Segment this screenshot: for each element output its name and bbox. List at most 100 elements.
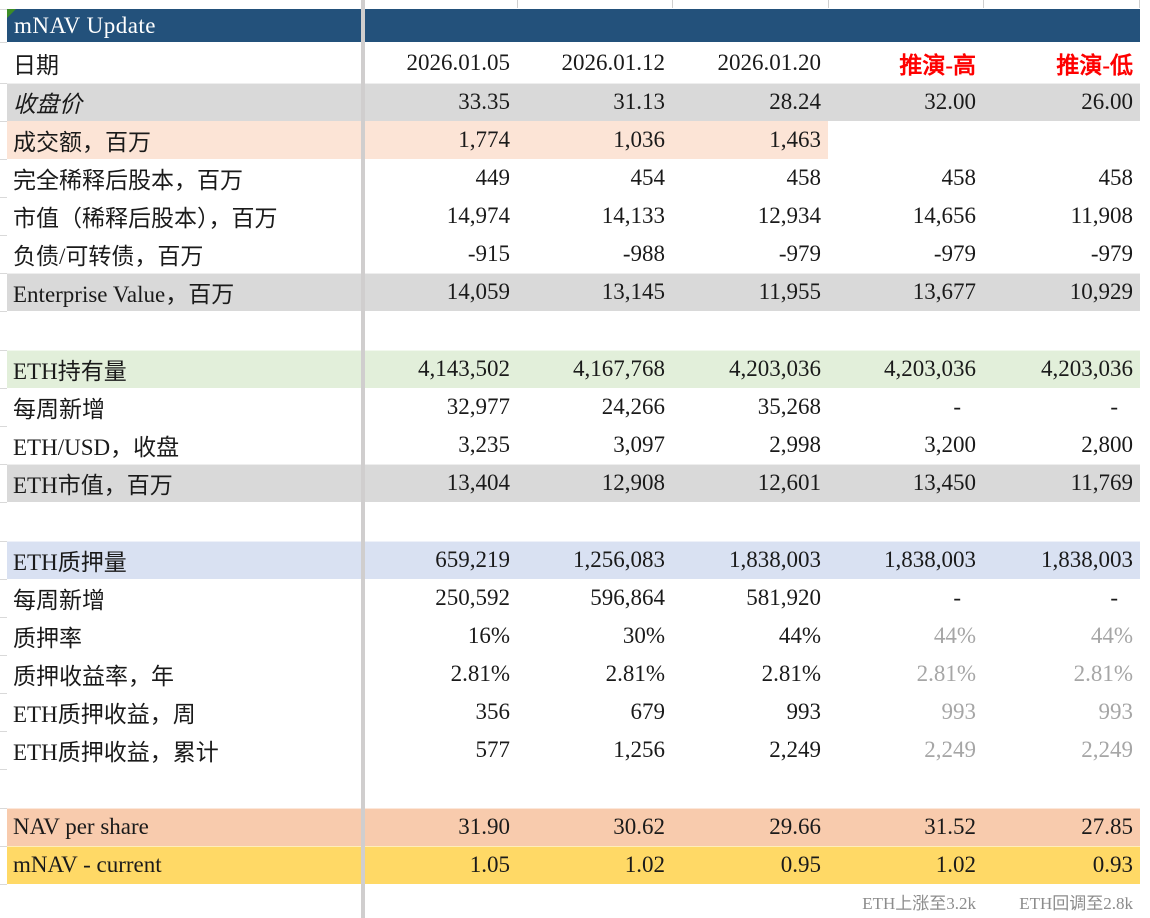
value-cell[interactable]: 2026.01.05 [406, 49, 511, 75]
value-cell[interactable]: 458 [1098, 165, 1134, 190]
value-cell[interactable]: 10,929 [1069, 279, 1133, 304]
value-cell[interactable]: - [953, 394, 961, 419]
value-cell[interactable]: 31.52 [924, 814, 976, 839]
row-label-cell[interactable]: ETH质押收益，累计 [13, 740, 219, 765]
value-cell[interactable]: 1,774 [363, 121, 517, 159]
value-cell[interactable]: 458 [786, 165, 822, 190]
row-label-cell[interactable]: ETH质押收益，周 [13, 702, 196, 727]
value-cell[interactable]: 44% [778, 623, 821, 648]
value-cell[interactable]: 30% [622, 623, 665, 648]
value-cell[interactable]: 31.90 [458, 814, 510, 839]
value-cell[interactable]: -979 [778, 241, 821, 266]
row-label-cell[interactable]: ETH质押量 [13, 550, 127, 575]
value-cell[interactable]: 1,838,003 [884, 547, 976, 572]
value-cell[interactable]: 2,249 [924, 737, 976, 762]
value-cell[interactable]: 250,592 [435, 585, 510, 610]
value-cell[interactable]: 27.85 [1081, 814, 1133, 839]
row-label-cell[interactable]: 收盘价 [13, 92, 82, 117]
value-cell[interactable]: 33.35 [458, 89, 510, 114]
value-cell[interactable] [672, 884, 828, 918]
row-label-cell[interactable]: 每周新增 [13, 588, 105, 613]
sheet-title[interactable]: mNAV Update [14, 12, 157, 38]
value-cell[interactable]: 13,145 [601, 279, 665, 304]
value-cell[interactable]: ETH回调至2.8k [1019, 893, 1133, 913]
value-cell[interactable]: 11,908 [1070, 203, 1133, 228]
value-cell[interactable]: 581,920 [746, 585, 821, 610]
row-label-cell[interactable]: 成交额，百万 [7, 121, 363, 159]
value-cell[interactable]: 44% [933, 623, 976, 648]
value-cell[interactable]: 3,200 [924, 432, 976, 457]
value-cell[interactable]: 356 [475, 699, 511, 724]
value-cell[interactable]: 679 [630, 699, 666, 724]
value-cell[interactable]: 35,268 [757, 394, 821, 419]
value-cell[interactable]: 2.81% [916, 661, 976, 686]
value-cell[interactable]: 1.02 [935, 852, 976, 877]
value-cell[interactable]: 4,203,036 [884, 356, 976, 381]
value-cell[interactable]: 12,934 [757, 203, 821, 228]
value-cell[interactable]: 1.05 [469, 852, 510, 877]
value-cell[interactable]: 2,998 [769, 432, 821, 457]
value-cell[interactable]: 596,864 [590, 585, 665, 610]
value-cell[interactable]: 13,677 [912, 279, 976, 304]
value-cell[interactable]: 4,167,768 [573, 356, 665, 381]
value-cell[interactable]: 28.24 [769, 89, 821, 114]
row-label-cell[interactable]: ETH持有量 [13, 359, 127, 384]
value-cell[interactable]: 1.02 [624, 852, 665, 877]
value-cell[interactable]: -979 [933, 241, 976, 266]
value-cell[interactable]: 4,143,502 [418, 356, 510, 381]
value-cell[interactable]: 12,908 [601, 470, 665, 495]
value-cell[interactable] [828, 121, 983, 159]
value-cell[interactable]: 14,656 [912, 203, 976, 228]
value-cell[interactable]: - [1110, 585, 1118, 610]
value-cell[interactable]: 3,097 [613, 432, 665, 457]
value-cell[interactable]: 1,838,003 [729, 547, 821, 572]
row-label-cell[interactable]: 质押收益率，年 [13, 664, 174, 689]
value-cell[interactable]: 2.81% [1073, 661, 1133, 686]
value-cell[interactable]: 12,601 [757, 470, 821, 495]
row-label-cell[interactable]: 每周新增 [13, 397, 105, 422]
value-cell[interactable]: 0.95 [780, 852, 821, 877]
value-cell[interactable]: 4,203,036 [729, 356, 821, 381]
value-cell[interactable]: 26.00 [1081, 89, 1133, 114]
value-cell[interactable]: 2,249 [769, 737, 821, 762]
value-cell[interactable]: 13,450 [912, 470, 976, 495]
value-cell[interactable]: 2026.01.20 [717, 49, 822, 75]
value-cell[interactable]: 454 [630, 165, 666, 190]
value-cell[interactable]: - [953, 585, 961, 610]
value-cell[interactable]: 2.81% [605, 661, 665, 686]
value-cell[interactable]: 44% [1090, 623, 1133, 648]
value-cell[interactable]: 29.66 [769, 814, 821, 839]
value-cell[interactable]: 32,977 [446, 394, 510, 419]
value-cell[interactable]: 13,404 [446, 470, 510, 495]
value-cell[interactable]: 458 [941, 165, 977, 190]
value-cell[interactable]: 993 [786, 699, 822, 724]
value-cell[interactable]: 24,266 [601, 394, 665, 419]
row-label-cell[interactable] [7, 884, 363, 918]
value-cell[interactable]: 14,059 [446, 279, 510, 304]
value-cell[interactable] [517, 884, 672, 918]
value-cell[interactable]: 1,463 [672, 121, 828, 159]
row-label-cell[interactable]: 完全稀释后股本，百万 [13, 168, 243, 193]
value-cell[interactable]: 16% [467, 623, 510, 648]
value-cell[interactable]: 30.62 [613, 814, 665, 839]
value-cell[interactable]: 11,769 [1070, 470, 1133, 495]
value-cell[interactable]: 2,800 [1081, 432, 1133, 457]
value-cell[interactable]: 1,256 [613, 737, 665, 762]
value-cell[interactable]: 2,249 [1081, 737, 1133, 762]
value-cell[interactable]: 推演-高 [899, 52, 976, 78]
value-cell[interactable]: 1,036 [517, 121, 672, 159]
value-cell[interactable]: ETH上涨至3.2k [862, 893, 976, 913]
row-label-cell[interactable]: ETH/USD，收盘 [13, 435, 180, 460]
row-label-cell[interactable]: 日期 [13, 52, 59, 78]
value-cell[interactable] [983, 121, 1140, 159]
row-label-cell[interactable]: Enterprise Value，百万 [13, 282, 235, 307]
value-cell[interactable]: 2.81% [450, 661, 510, 686]
value-cell[interactable]: -988 [622, 241, 665, 266]
row-label-cell[interactable]: 质押率 [13, 626, 82, 651]
row-label-cell[interactable]: 负债/可转债，百万 [13, 244, 204, 269]
value-cell[interactable]: - [1110, 394, 1118, 419]
value-cell[interactable]: 14,133 [601, 203, 665, 228]
value-cell[interactable]: 2026.01.12 [561, 49, 666, 75]
value-cell[interactable]: 449 [475, 165, 511, 190]
value-cell[interactable]: 659,219 [435, 547, 510, 572]
